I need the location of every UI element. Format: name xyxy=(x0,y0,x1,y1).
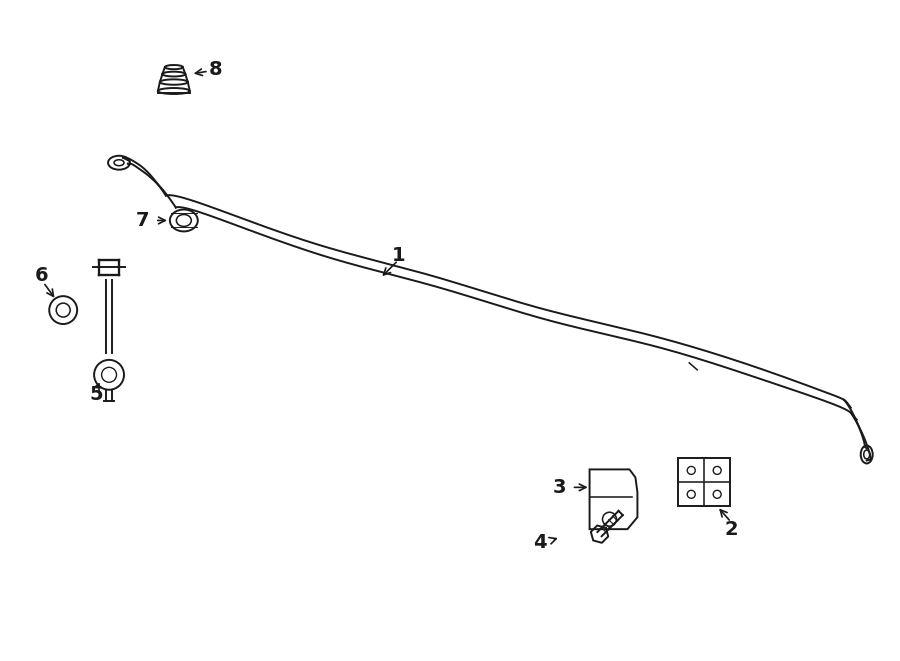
Text: 3: 3 xyxy=(553,478,566,497)
Text: 5: 5 xyxy=(89,385,103,405)
Text: 4: 4 xyxy=(533,533,546,552)
Text: 2: 2 xyxy=(724,520,738,539)
Text: 1: 1 xyxy=(392,246,405,265)
Text: 8: 8 xyxy=(209,59,222,79)
Text: 7: 7 xyxy=(136,211,149,230)
Text: 6: 6 xyxy=(34,266,48,285)
